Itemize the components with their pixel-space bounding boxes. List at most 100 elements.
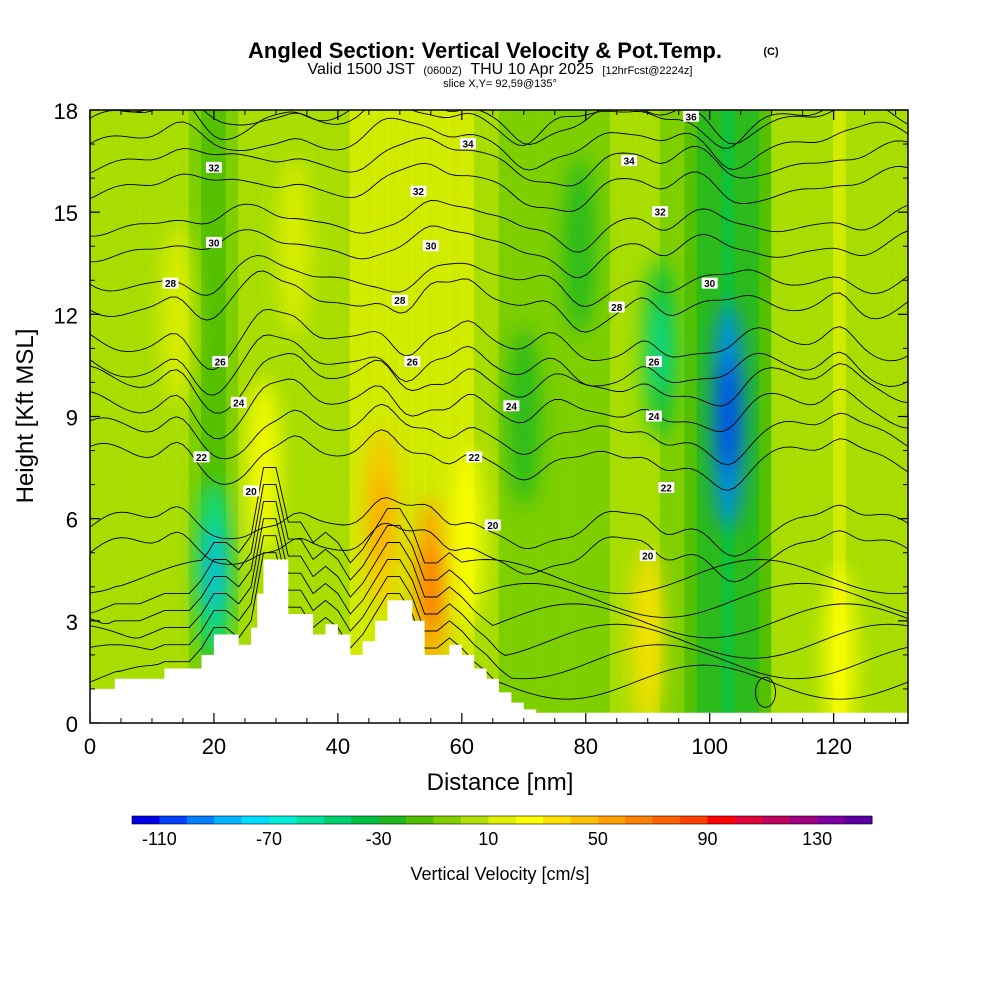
velocity-column	[771, 110, 785, 723]
colorbar-swatch	[406, 816, 434, 824]
x-tick-label: 80	[574, 734, 598, 759]
isentrope-label-text: 28	[611, 303, 623, 314]
velocity-column	[783, 110, 797, 723]
colorbar-swatch	[132, 816, 160, 824]
isentrope-label-bg	[621, 155, 638, 167]
velocity-column	[857, 110, 872, 723]
isentrope-label: 28	[162, 277, 179, 290]
velocity-column	[882, 110, 897, 723]
isentrope-label: 20	[484, 519, 501, 532]
chart-title: Angled Section: Vertical Velocity & Pot.…	[248, 38, 722, 63]
colorbar-swatch	[734, 816, 763, 824]
isentrope-label-bg	[608, 301, 625, 313]
velocity-column	[820, 110, 835, 723]
isentrope-label: 28	[608, 301, 625, 314]
velocity-column	[672, 110, 686, 723]
slice-info: slice X,Y= 92,59@135°	[443, 78, 557, 90]
isentrope-label-bg	[701, 277, 718, 289]
velocity-column	[225, 110, 240, 723]
isentrope	[90, 117, 908, 171]
velocity-column	[312, 110, 326, 723]
colorbar-swatch	[351, 816, 380, 824]
velocity-column	[746, 110, 760, 723]
isentrope-label-text: 32	[413, 187, 425, 198]
isentrope-label: 34	[621, 155, 638, 168]
colorbar-swatch	[844, 816, 873, 824]
colorbar-swatch	[789, 816, 818, 824]
updraft-core	[452, 445, 485, 626]
velocity-column	[324, 110, 339, 723]
isentrope-label: 30	[701, 277, 718, 290]
isentrope-label-text: 20	[246, 487, 258, 498]
colorbar-frame	[131, 815, 873, 825]
colorbar-tick-label: -110	[142, 829, 177, 849]
isentrope	[90, 225, 908, 279]
colorbar-swatch	[652, 816, 681, 824]
isentrope-label-text: 30	[425, 242, 437, 253]
downdraft-core-inner	[652, 303, 669, 394]
isentrope-label: 30	[205, 236, 222, 249]
velocity-column	[696, 110, 711, 723]
updraft-core-inner	[422, 541, 439, 632]
isentrope-label-text: 32	[655, 208, 667, 219]
isentrope-label: 22	[466, 451, 483, 464]
isentrope	[90, 162, 908, 212]
velocity-column	[684, 110, 698, 723]
downdraft-core	[507, 326, 540, 507]
velocity-column	[758, 110, 773, 723]
velocity-column	[362, 110, 376, 723]
isentrope-label: 24	[645, 410, 662, 423]
colorbar-swatch	[488, 816, 517, 824]
colorbar-swatch	[762, 816, 791, 824]
y-tick-label: 0	[66, 712, 78, 737]
isentrope-label: 32	[410, 185, 427, 198]
isentrope	[90, 255, 908, 308]
velocity-column	[808, 110, 822, 723]
isentrope-labels: 20 20 20 22 22 22 24 24 24 26 26 26 28 28 28 30 30 30 32 32…	[162, 110, 718, 563]
isentrope-label-text: 28	[165, 279, 177, 290]
isentrope-label-text: 36	[686, 112, 698, 123]
isentrope-low	[90, 518, 908, 659]
velocity-column	[399, 110, 413, 723]
isentrope-label-text: 34	[624, 157, 636, 168]
velocity-column	[845, 110, 859, 723]
x-tick-label: 20	[202, 734, 226, 759]
isentrope-label-text: 26	[215, 358, 227, 369]
isentrope-label-bg	[503, 400, 520, 412]
isentrope-low	[90, 501, 908, 639]
y-axis-label: Height [Kft MSL]	[12, 329, 39, 504]
isentrope-label: 22	[193, 451, 210, 464]
colorbar-tick-label: 10	[478, 829, 498, 849]
isentrope-label-text: 30	[208, 238, 220, 249]
isentrope	[90, 137, 908, 187]
velocity-field	[90, 110, 908, 723]
colorbar-swatch	[433, 816, 462, 824]
isentrope-label-bg	[230, 396, 247, 408]
colorbar-swatch	[269, 816, 297, 824]
isentrope-label-text: 32	[208, 163, 220, 174]
colorbar-swatch	[707, 816, 736, 824]
x-tick-label: 60	[450, 734, 474, 759]
isentrope-label: 26	[404, 356, 421, 369]
colorbar-tick-label: -30	[366, 829, 392, 849]
isentrope-label-text: 28	[394, 296, 406, 307]
colorbar	[131, 815, 873, 825]
isentrope-label-text: 30	[704, 279, 716, 290]
isentrope-label-bg	[683, 110, 700, 122]
colorbar-swatch	[378, 816, 407, 824]
isentrope-label-bg	[193, 451, 210, 463]
velocity-column	[795, 110, 810, 723]
downdraft-core-inner	[720, 359, 737, 474]
x-axis: 0 20 40 60 80 100 120	[84, 110, 897, 759]
isentrope-label: 30	[422, 240, 439, 253]
isentrope-label: 34	[460, 138, 477, 151]
isentrope-label-bg	[466, 451, 483, 463]
colorbar-ticks: -110 -70 -30 10 50 90 130	[142, 829, 832, 849]
valid-zulu: (0600Z)	[423, 65, 462, 77]
colorbar-swatch	[515, 816, 544, 824]
isentrope	[90, 110, 836, 146]
updraft-core	[631, 547, 664, 723]
isentrope-label: 36	[683, 110, 700, 123]
